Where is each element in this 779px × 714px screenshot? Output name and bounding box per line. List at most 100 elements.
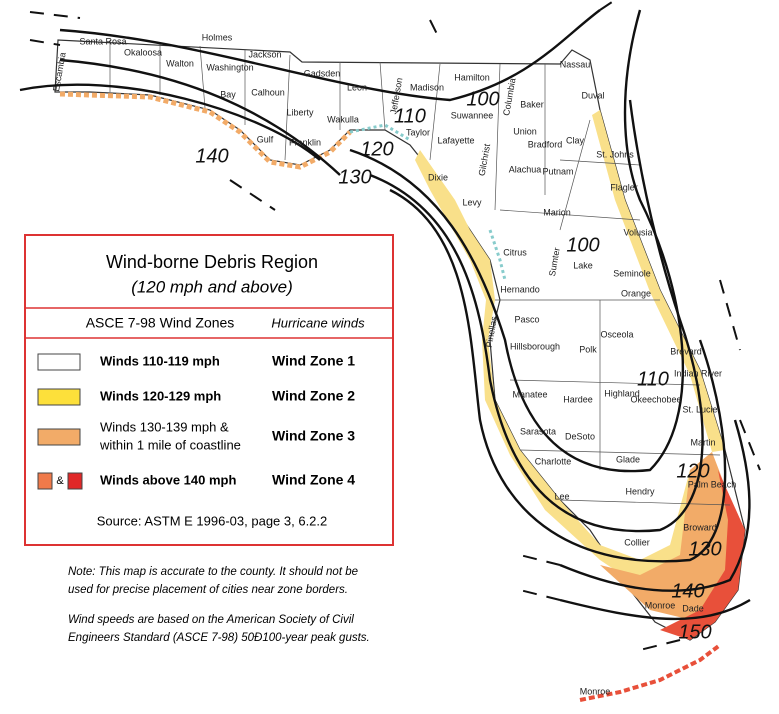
county-name: Brevard <box>670 346 702 356</box>
county-name: Duval <box>581 90 604 100</box>
contour-label: 120 <box>360 138 393 160</box>
zone-3 <box>600 452 740 622</box>
county-name: Charlotte <box>535 456 572 466</box>
county-name: Okaloosa <box>124 47 162 57</box>
legend-header: Hurricane winds <box>271 315 365 330</box>
county-name: Palm Beach <box>688 479 737 489</box>
county-name: Liberty <box>286 107 314 117</box>
county-name: Hillsborough <box>510 341 560 351</box>
county-name: Dade <box>682 603 704 613</box>
county-name: Highland <box>604 388 640 398</box>
county-name: Lake <box>573 260 593 270</box>
county-name: Volusia <box>623 227 652 237</box>
county-name: St. Johns <box>596 149 634 159</box>
legend-zone: Wind Zone 3 <box>272 428 355 444</box>
contour-label: 100 <box>466 88 499 110</box>
contour-lines <box>19 9 751 621</box>
county-name: Seminole <box>613 268 651 278</box>
county-name: Wakulla <box>327 114 359 124</box>
county-name: Walton <box>166 58 194 68</box>
county-name: Sarasota <box>520 426 556 436</box>
county-name: Leon <box>347 82 367 92</box>
county-name: Hendry <box>625 486 655 496</box>
keys <box>579 643 722 702</box>
note: Wind speeds are based on the American So… <box>68 614 354 626</box>
county-name: Putnam <box>542 166 573 176</box>
legend-subtitle: (120 mph and above) <box>131 277 293 296</box>
county-name: Lee <box>554 491 569 501</box>
county-name: Broward <box>683 522 717 532</box>
zone-4 <box>660 470 745 640</box>
county-name: Okeechobee <box>630 394 681 404</box>
county-name: Collier <box>624 537 650 547</box>
county-name: Franklin <box>289 137 321 147</box>
county-name: Holmes <box>202 32 233 42</box>
contour-label: 130 <box>338 166 371 188</box>
county-name: Hardee <box>563 394 593 404</box>
dashed-extensions <box>29 0 761 651</box>
county-name: Suwannee <box>451 110 494 120</box>
county-name: DeSoto <box>565 431 595 441</box>
legend-swatches <box>37 353 83 490</box>
county-name: Madison <box>410 82 444 92</box>
county-name: Flagler <box>610 182 638 192</box>
county-name: Polk <box>579 344 597 354</box>
county-name: Baker <box>520 99 544 109</box>
contour-label: 150 <box>678 621 711 643</box>
county-name: Gulf <box>257 134 274 144</box>
county-name: Bay <box>220 89 236 99</box>
legend-zone: Wind Zone 4 <box>272 472 355 488</box>
county-name: Levy <box>462 197 482 207</box>
legend-zone: Wind Zone 1 <box>272 353 355 369</box>
contour-label: 120 <box>676 460 709 482</box>
swatch-joiner: & <box>56 475 64 487</box>
contour-label: 140 <box>195 145 228 167</box>
county-name: Gadsden <box>304 68 341 78</box>
county-name: Nassau <box>560 59 591 69</box>
county-name: Dixie <box>428 172 448 182</box>
county-name: Jackson <box>248 49 281 59</box>
note: Engineers Standard (ASCE 7-98) 50Ð100-ye… <box>68 632 370 644</box>
note: Note: This map is accurate to the county… <box>68 566 358 578</box>
county-name: Indian River <box>674 368 722 378</box>
legend-description: Winds above 140 mph <box>100 472 236 487</box>
county-name: Santa Rosa <box>79 36 126 46</box>
county-name: Union <box>513 126 537 136</box>
county-name: Pasco <box>514 314 539 324</box>
county-name: Monroe <box>580 686 611 696</box>
legend-zone: Wind Zone 2 <box>272 388 355 404</box>
legend-source: Source: ASTM E 1996-03, page 3, 6.2.2 <box>97 513 328 528</box>
county-name: Taylor <box>406 127 430 137</box>
legend-description: Winds 120-129 mph <box>100 388 221 403</box>
county-name: Washington <box>206 62 253 72</box>
county-name: Sumter <box>547 247 562 277</box>
county-name: Bradford <box>528 139 563 149</box>
contour-label: 100 <box>566 234 599 256</box>
contour-label: 130 <box>688 538 721 560</box>
county-name: Citrus <box>503 247 527 257</box>
county-name: St. Lucie <box>682 404 717 414</box>
zone-2-atlantic <box>592 110 725 452</box>
legend-box <box>24 234 394 546</box>
county-name: Orange <box>621 288 651 298</box>
county-name: Osceola <box>600 329 633 339</box>
legend-description: Winds 110-119 mph <box>100 353 220 368</box>
county-name: Clay <box>566 135 585 145</box>
coast-zone-bigbend <box>349 123 507 281</box>
legend-title: Wind-borne Debris Region <box>106 252 318 272</box>
note: used for precise placement of cities nea… <box>68 584 348 596</box>
legend-description: Winds 130-139 mph & <box>100 419 229 434</box>
county-name: Martin <box>690 437 715 447</box>
legend-header: ASCE 7-98 Wind Zones <box>86 315 235 331</box>
contour-label: 140 <box>671 580 704 602</box>
county-name: Monroe <box>645 600 676 610</box>
county-name: Alachua <box>509 164 542 174</box>
legend-description: within 1 mile of coastline <box>99 437 241 452</box>
county-name: Hernando <box>500 284 540 294</box>
county-name: Marion <box>543 207 571 217</box>
county-name: Glade <box>616 454 640 464</box>
coast-zone-panhandle <box>59 91 352 170</box>
county-name: Calhoun <box>251 87 285 97</box>
county-name: Hamilton <box>454 72 490 82</box>
